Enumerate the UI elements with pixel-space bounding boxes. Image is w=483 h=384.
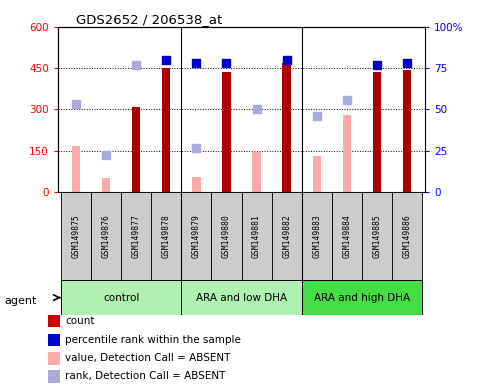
Text: GSM149879: GSM149879 xyxy=(192,214,201,258)
Text: GSM149880: GSM149880 xyxy=(222,214,231,258)
Point xyxy=(72,101,80,108)
Text: ARA and high DHA: ARA and high DHA xyxy=(314,293,410,303)
Bar xyxy=(48,352,60,365)
Text: ARA and low DHA: ARA and low DHA xyxy=(196,293,287,303)
Point xyxy=(193,145,200,151)
Bar xyxy=(151,192,181,280)
Bar xyxy=(283,63,291,192)
Bar xyxy=(403,70,411,192)
Text: control: control xyxy=(103,293,139,303)
Point xyxy=(403,60,411,66)
Text: GSM149883: GSM149883 xyxy=(312,214,321,258)
Point xyxy=(193,60,200,66)
Bar xyxy=(181,280,302,315)
Point xyxy=(253,106,260,112)
Bar xyxy=(212,192,242,280)
Text: GSM149885: GSM149885 xyxy=(372,214,382,258)
Bar xyxy=(222,72,230,192)
Point xyxy=(162,57,170,63)
Bar xyxy=(302,280,422,315)
Point xyxy=(283,57,290,63)
Bar xyxy=(253,152,261,192)
Text: GSM149877: GSM149877 xyxy=(132,214,141,258)
Bar xyxy=(61,280,181,315)
Bar xyxy=(181,192,212,280)
Bar xyxy=(61,192,91,280)
Bar xyxy=(373,72,381,192)
Text: GSM149878: GSM149878 xyxy=(162,214,171,258)
Text: percentile rank within the sample: percentile rank within the sample xyxy=(65,335,241,345)
Bar xyxy=(91,192,121,280)
Text: rank, Detection Call = ABSENT: rank, Detection Call = ABSENT xyxy=(65,371,226,381)
Point xyxy=(373,62,381,68)
Point xyxy=(223,60,230,66)
Text: GSM149876: GSM149876 xyxy=(101,214,111,258)
Bar xyxy=(313,156,321,192)
Text: GSM149875: GSM149875 xyxy=(71,214,81,258)
Bar xyxy=(302,192,332,280)
Point xyxy=(313,113,321,119)
Bar xyxy=(242,192,271,280)
Text: GDS2652 / 206538_at: GDS2652 / 206538_at xyxy=(76,13,223,26)
Bar xyxy=(132,107,141,192)
Text: GSM149884: GSM149884 xyxy=(342,214,351,258)
Point xyxy=(343,97,351,103)
Bar xyxy=(102,178,110,192)
Bar xyxy=(332,192,362,280)
Text: GSM149886: GSM149886 xyxy=(402,214,412,258)
Text: GSM149881: GSM149881 xyxy=(252,214,261,258)
Bar xyxy=(392,192,422,280)
Bar xyxy=(48,370,60,382)
Bar xyxy=(121,192,151,280)
Bar xyxy=(48,315,60,327)
Point xyxy=(102,152,110,158)
Text: value, Detection Call = ABSENT: value, Detection Call = ABSENT xyxy=(65,353,230,363)
Text: count: count xyxy=(65,316,95,326)
Text: GSM149882: GSM149882 xyxy=(282,214,291,258)
Text: agent: agent xyxy=(5,296,37,306)
Bar xyxy=(72,146,80,192)
Bar xyxy=(162,68,170,192)
Point xyxy=(132,62,140,68)
Bar xyxy=(192,177,200,192)
Bar xyxy=(48,334,60,346)
Bar xyxy=(271,192,302,280)
Bar xyxy=(342,115,351,192)
Bar xyxy=(362,192,392,280)
